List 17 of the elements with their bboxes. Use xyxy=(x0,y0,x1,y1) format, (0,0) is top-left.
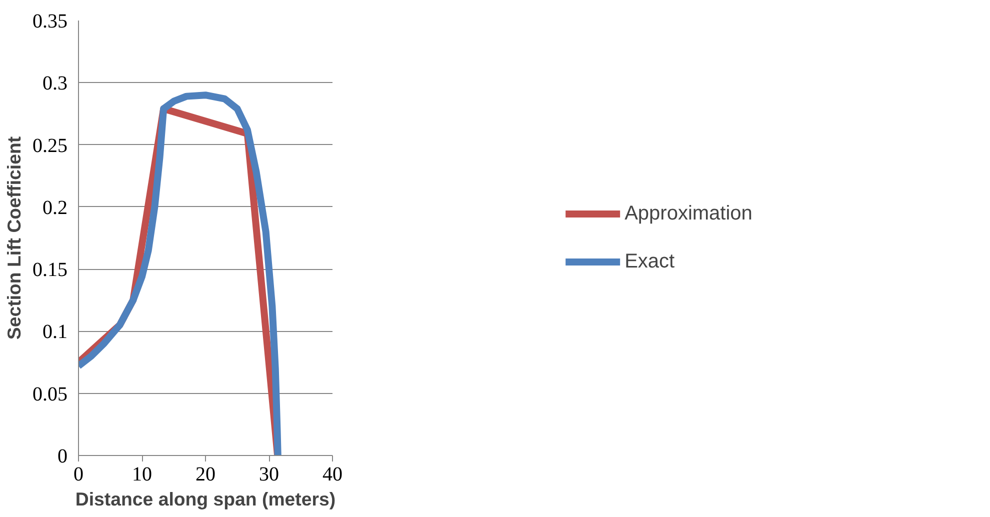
y-tick-label: 0 xyxy=(58,446,68,468)
x-tick-label: 20 xyxy=(196,464,216,486)
y-tick-label: 0.3 xyxy=(42,72,68,95)
x-axis-title: Distance along span (meters) xyxy=(75,488,336,510)
legend-label: Exact xyxy=(624,250,675,273)
x-tick-label: 30 xyxy=(259,464,279,486)
x-tick-label: 10 xyxy=(132,464,152,486)
y-tick-label: 0.1 xyxy=(42,321,68,344)
y-tick-label: 0.25 xyxy=(32,134,68,157)
y-tick-label: 0.05 xyxy=(32,383,68,406)
y-axis-title: Section Lift Coefficient xyxy=(4,136,24,340)
x-tick-label: 40 xyxy=(322,464,342,486)
x-tick-label: 0 xyxy=(74,464,84,486)
y-tick-label: 0.15 xyxy=(32,259,68,282)
y-tick-label: 0.35 xyxy=(32,10,68,32)
y-tick-label: 0.2 xyxy=(42,196,68,219)
legend-label: Approximation xyxy=(624,202,752,225)
